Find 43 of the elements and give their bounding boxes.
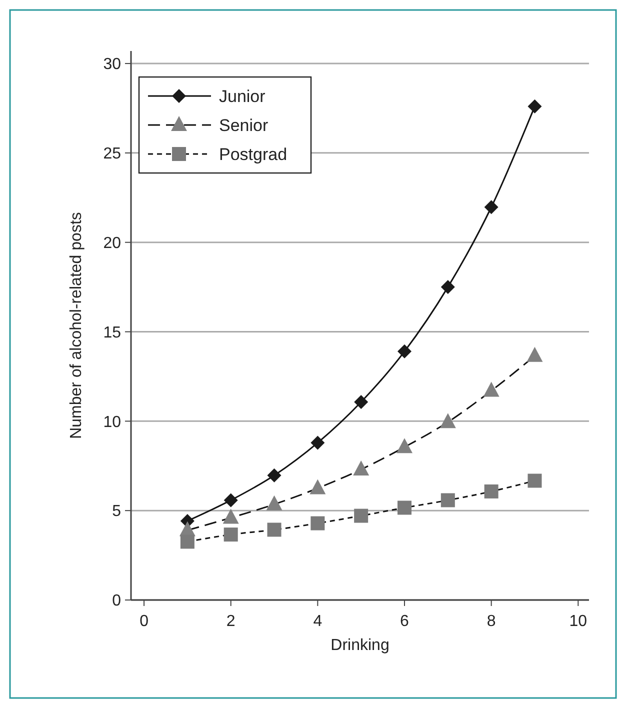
x-axis-title: Drinking bbox=[330, 637, 390, 654]
point bbox=[354, 508, 368, 523]
point bbox=[396, 438, 412, 454]
point bbox=[267, 522, 282, 537]
y-tick-label: 5 bbox=[112, 503, 122, 520]
y-tick-label: 25 bbox=[103, 146, 122, 163]
point bbox=[528, 474, 542, 488]
point bbox=[180, 534, 194, 549]
y-axis-title: Number of alcohol-related posts bbox=[68, 212, 85, 439]
point bbox=[483, 382, 500, 397]
y-tick-label: 0 bbox=[112, 592, 122, 610]
point bbox=[310, 436, 325, 450]
x-tick-label: 6 bbox=[400, 613, 410, 630]
point bbox=[266, 495, 282, 510]
point bbox=[310, 516, 325, 530]
point bbox=[354, 395, 368, 410]
point bbox=[484, 200, 498, 214]
legend-label: Senior bbox=[219, 116, 268, 135]
point bbox=[440, 413, 456, 428]
x-tick-label: 2 bbox=[226, 613, 236, 630]
point bbox=[526, 346, 543, 362]
point bbox=[440, 493, 455, 508]
legend-label: Junior bbox=[219, 86, 266, 106]
x-tick-label: 10 bbox=[569, 613, 588, 630]
y-tick-label: 30 bbox=[103, 56, 122, 74]
point bbox=[398, 500, 412, 515]
point bbox=[224, 528, 238, 542]
y-tick-label: 15 bbox=[103, 324, 122, 342]
x-tick-label: 8 bbox=[486, 613, 496, 630]
x-tick-label: 0 bbox=[140, 613, 149, 630]
y-tick-label: 20 bbox=[103, 234, 122, 252]
point bbox=[398, 344, 412, 358]
point bbox=[353, 460, 370, 476]
point bbox=[528, 99, 542, 114]
point bbox=[484, 484, 498, 498]
point bbox=[224, 493, 238, 508]
point bbox=[440, 280, 455, 294]
y-tick-label: 10 bbox=[103, 414, 122, 431]
point bbox=[222, 508, 239, 524]
point bbox=[310, 479, 326, 494]
legend-label: Postgrad bbox=[219, 144, 288, 164]
x-tick-label: 4 bbox=[313, 613, 322, 630]
point bbox=[267, 468, 282, 482]
